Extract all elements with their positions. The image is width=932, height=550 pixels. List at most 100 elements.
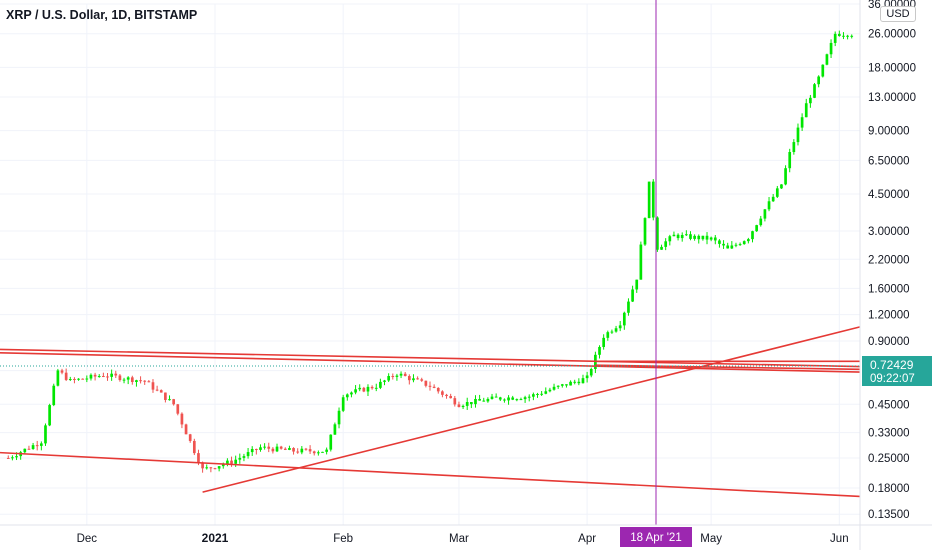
candle-body [565, 384, 568, 386]
candle-body [763, 209, 767, 219]
long-term-descending-line[interactable] [0, 451, 861, 498]
candle-body [407, 376, 411, 381]
candle-body [532, 394, 535, 397]
candle-body [221, 464, 225, 467]
currency-badge[interactable]: USD [880, 6, 916, 22]
candle-body [337, 410, 341, 425]
candle-body [48, 405, 51, 426]
upper-channel-line-1[interactable] [0, 348, 861, 368]
y-tick-label: 18.00000 [868, 62, 916, 74]
candle-body [6, 457, 10, 459]
candle-body [420, 379, 424, 381]
candle-body [155, 389, 159, 391]
candle-body [507, 397, 510, 401]
candle-body [581, 378, 585, 384]
candle-body [176, 404, 180, 414]
chart-title[interactable]: XRP / U.S. Dollar, 1D, BITSTAMP [6, 8, 198, 22]
candle-body [660, 246, 663, 250]
candle-body [800, 117, 804, 128]
candle-body [453, 398, 457, 405]
y-tick-label: 2.20000 [868, 254, 910, 266]
candle-body [767, 201, 771, 210]
candle-body [325, 449, 328, 452]
candle-body [527, 396, 531, 398]
candle-body [151, 382, 155, 390]
candle-body [40, 443, 43, 446]
candle-body [685, 234, 688, 236]
y-tick-label: 0.25000 [868, 453, 910, 465]
candles [6, 30, 854, 473]
trendlines[interactable] [0, 326, 861, 498]
candle-body [85, 378, 89, 380]
x-axis[interactable]: Dec 2021 Feb Mar Apr May Jun [77, 531, 849, 545]
candle-body [333, 424, 337, 435]
candle-body [345, 394, 349, 398]
y-tick-label: 26.00000 [868, 29, 916, 41]
candle-body [672, 234, 676, 237]
candle-body [89, 374, 93, 379]
candle-body [192, 440, 196, 454]
candle-body [643, 218, 647, 245]
x-tick-label: Jun [830, 533, 849, 545]
candle-body [734, 244, 738, 246]
candle-body [118, 375, 122, 381]
candle-body [226, 460, 229, 465]
candle-body [110, 373, 113, 377]
candle-body [461, 405, 465, 408]
x-tick-label: May [700, 533, 722, 545]
candle-body [374, 387, 378, 389]
candle-body [428, 385, 432, 387]
candle-body [511, 397, 515, 400]
y-axis[interactable]: 36.00000 26.00000 18.00000 13.00000 9.00000 6… [868, 0, 916, 521]
candle-body [27, 448, 31, 450]
grid-lines [0, 3, 860, 525]
candle-body [573, 381, 577, 383]
candle-body [242, 456, 246, 458]
candle-body [77, 378, 80, 380]
candle-body [114, 373, 118, 376]
candle-body [329, 434, 333, 450]
candle-body [639, 244, 643, 280]
candle-body [490, 396, 494, 399]
candle-body [354, 389, 357, 393]
candle-body [515, 399, 519, 401]
y-tick-label: 0.45000 [868, 399, 910, 411]
candle-body [64, 372, 68, 380]
candle-body [259, 447, 262, 450]
candle-body [106, 376, 109, 378]
candle-body [668, 236, 672, 242]
candle-body [825, 54, 829, 65]
candle-body [188, 434, 192, 441]
candle-body [412, 378, 415, 381]
candle-body [610, 331, 614, 333]
candle-body [436, 387, 440, 392]
candle-body [164, 392, 167, 400]
candle-body [680, 234, 684, 239]
candle-body [457, 404, 461, 408]
candle-body [771, 196, 775, 202]
x-tick-label: Mar [449, 533, 469, 545]
upper-channel-line-2[interactable] [0, 352, 861, 373]
y-tick-label: 1.60000 [868, 283, 910, 295]
candle-body [796, 127, 800, 143]
crosshair-date-label: 18 Apr '21 [620, 527, 692, 547]
candle-body [308, 449, 312, 452]
candle-body [441, 391, 444, 395]
rising-support-line[interactable] [202, 326, 861, 493]
candle-body [709, 237, 713, 240]
candle-body [833, 33, 837, 43]
candle-body [598, 346, 601, 355]
candle-body [317, 452, 320, 454]
candle-body [180, 413, 184, 425]
candle-body [358, 387, 362, 390]
candle-body [536, 393, 539, 395]
candle-body [445, 394, 448, 397]
candle-body [792, 142, 796, 153]
candle-body [383, 380, 386, 382]
candle-body [279, 446, 283, 449]
y-tick-label: 1.20000 [868, 310, 910, 322]
candle-body [775, 188, 779, 197]
x-tick-label: Feb [333, 533, 353, 545]
y-tick-label: 0.33000 [868, 428, 910, 440]
